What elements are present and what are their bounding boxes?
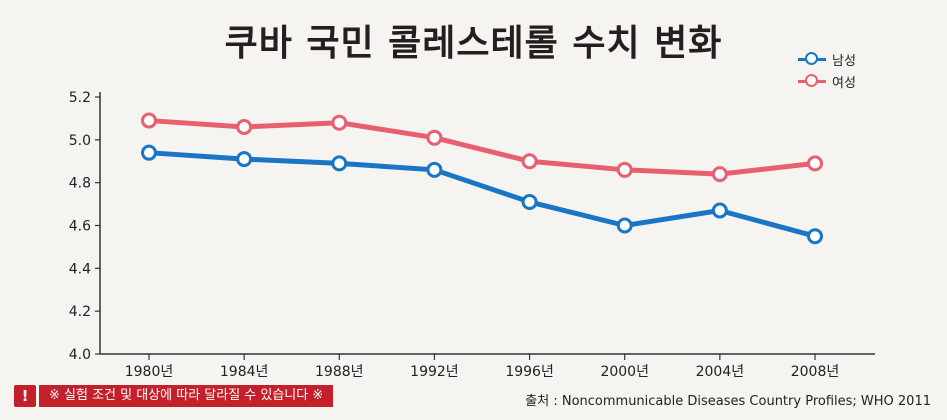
data-point-male bbox=[141, 144, 157, 161]
data-point-male bbox=[426, 161, 443, 178]
data-point-female bbox=[141, 112, 157, 129]
x-tick-label: 1988년 bbox=[315, 364, 364, 380]
data-point-male bbox=[711, 202, 728, 219]
data-point-male bbox=[331, 155, 348, 172]
legend-item-male: 남성 bbox=[798, 48, 856, 70]
x-tick-label: 1980년 bbox=[125, 364, 174, 380]
disclaimer-text: ※ 실험 조건 및 대상에 따라 달라질 수 있습니다 ※ bbox=[39, 385, 334, 407]
series-line-female bbox=[146, 118, 818, 177]
y-tick-label: 4.6 bbox=[69, 219, 91, 235]
x-tick-label: 1992년 bbox=[410, 364, 459, 380]
source-credit: 출처 : Noncommunicable Diseases Country Pr… bbox=[525, 394, 931, 409]
legend: 남성 여성 bbox=[798, 48, 856, 92]
data-point-female bbox=[426, 129, 443, 146]
x-tick-label: 1996년 bbox=[505, 364, 554, 380]
data-point-male bbox=[521, 193, 538, 210]
legend-item-female: 여성 bbox=[798, 70, 856, 92]
x-tick-label: 2000년 bbox=[600, 364, 649, 380]
y-tick-label: 4.4 bbox=[69, 261, 91, 277]
legend-label-male: 남성 bbox=[832, 53, 856, 69]
data-point-female bbox=[807, 155, 823, 172]
chart-title: 쿠바 국민 콜레스테롤 수치 변화 bbox=[224, 23, 723, 64]
data-point-female bbox=[616, 161, 633, 178]
y-tick-label: 4.8 bbox=[69, 176, 91, 192]
y-tick-label: 5.2 bbox=[69, 90, 91, 106]
data-point-female bbox=[711, 166, 728, 183]
legend-label-female: 여성 bbox=[832, 75, 856, 91]
data-point-male bbox=[807, 228, 823, 245]
data-point-female bbox=[521, 153, 538, 170]
warning-icon: ! bbox=[14, 385, 36, 407]
series-line-male bbox=[146, 150, 818, 239]
disclaimer-banner: ! ※ 실험 조건 및 대상에 따라 달라질 수 있습니다 ※ bbox=[14, 385, 334, 407]
y-tick-label: 5.0 bbox=[69, 133, 91, 149]
data-point-male bbox=[236, 151, 253, 168]
data-point-female bbox=[236, 118, 253, 135]
data-point-male bbox=[616, 217, 633, 234]
x-tick-label: 2008년 bbox=[791, 364, 840, 380]
y-tick-label: 4.2 bbox=[69, 304, 91, 320]
x-tick-label: 2004년 bbox=[696, 364, 745, 380]
legend-swatch-female bbox=[798, 74, 826, 88]
y-tick-label: 4.0 bbox=[69, 347, 91, 363]
x-tick-label: 1984년 bbox=[220, 364, 269, 380]
legend-swatch-male bbox=[798, 52, 826, 66]
data-point-female bbox=[331, 114, 348, 131]
